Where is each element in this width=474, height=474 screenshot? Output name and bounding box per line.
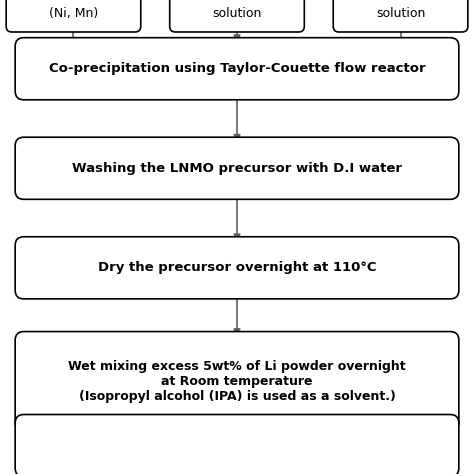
Text: solution: solution xyxy=(212,7,262,20)
FancyBboxPatch shape xyxy=(15,414,459,474)
Text: Wet mixing excess 5wt% of Li powder overnight
at Room temperature
(Isopropyl alc: Wet mixing excess 5wt% of Li powder over… xyxy=(68,360,406,403)
Text: Washing the LNMO precursor with D.I water: Washing the LNMO precursor with D.I wate… xyxy=(72,162,402,175)
FancyBboxPatch shape xyxy=(6,0,141,32)
FancyBboxPatch shape xyxy=(15,38,459,100)
Text: solution: solution xyxy=(376,7,425,20)
FancyBboxPatch shape xyxy=(15,137,459,200)
Text: Dry the precursor overnight at 110°C: Dry the precursor overnight at 110°C xyxy=(98,261,376,274)
FancyBboxPatch shape xyxy=(333,0,468,32)
Text: (Ni, Mn): (Ni, Mn) xyxy=(49,7,98,20)
Text: Co-precipitation using Taylor-Couette flow reactor: Co-precipitation using Taylor-Couette fl… xyxy=(49,62,425,75)
FancyBboxPatch shape xyxy=(15,237,459,299)
FancyBboxPatch shape xyxy=(170,0,304,32)
FancyBboxPatch shape xyxy=(15,332,459,431)
